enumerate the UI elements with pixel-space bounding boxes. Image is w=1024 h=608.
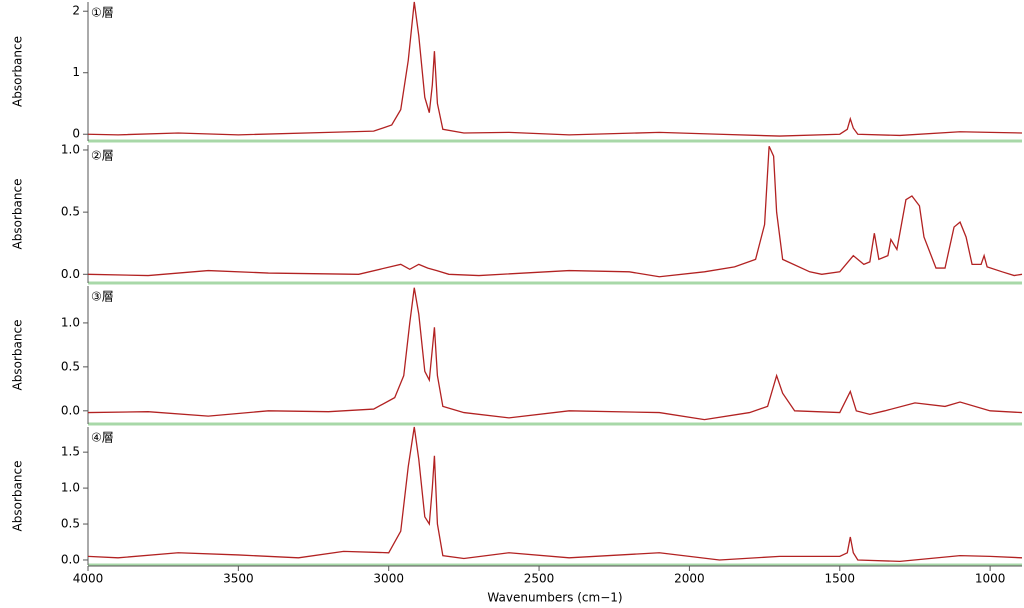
x-axis-label: Wavenumbers (cm−1) [487, 591, 622, 605]
y-axis-label: Absorbance [11, 179, 25, 250]
panel-title: ④層 [91, 431, 114, 445]
spectrum-line [87, 287, 1023, 421]
panel-title: ③層 [91, 290, 114, 304]
spectrum-line [87, 1, 1023, 137]
x-tick-label: 2500 [524, 572, 555, 586]
y-tick-label: 1.0 [61, 481, 80, 495]
x-tick-label: 2000 [674, 572, 705, 586]
y-axis-label: Absorbance [11, 320, 25, 391]
y-tick-label: 1.0 [61, 315, 80, 329]
y-tick-label: 0 [72, 127, 80, 141]
spectrum-line [87, 426, 1023, 563]
x-tick-label: 3500 [223, 572, 254, 586]
y-axis-label: Absorbance [11, 461, 25, 532]
y-tick-label: 1.0 [61, 142, 80, 156]
y-tick-label: 1 [72, 65, 80, 79]
x-tick-label: 1000 [975, 572, 1006, 586]
y-tick-label: 0.0 [61, 552, 80, 566]
x-tick-label: 4000 [73, 572, 104, 586]
x-tick-label: 1500 [824, 572, 855, 586]
x-tick-label: 3000 [373, 572, 404, 586]
spectrum-line [87, 145, 1023, 278]
panel-title: ②層 [91, 149, 114, 163]
y-tick-label: 0.5 [61, 517, 80, 531]
y-tick-label: 0.0 [61, 267, 80, 281]
y-tick-label: 2 [72, 4, 80, 18]
y-tick-label: 0.0 [61, 403, 80, 417]
y-tick-label: 0.5 [61, 205, 80, 219]
y-axis-label: Absorbance [11, 36, 25, 107]
y-tick-label: 0.5 [61, 359, 80, 373]
panel-title: ①層 [91, 6, 114, 20]
y-tick-label: 1.5 [61, 445, 80, 459]
